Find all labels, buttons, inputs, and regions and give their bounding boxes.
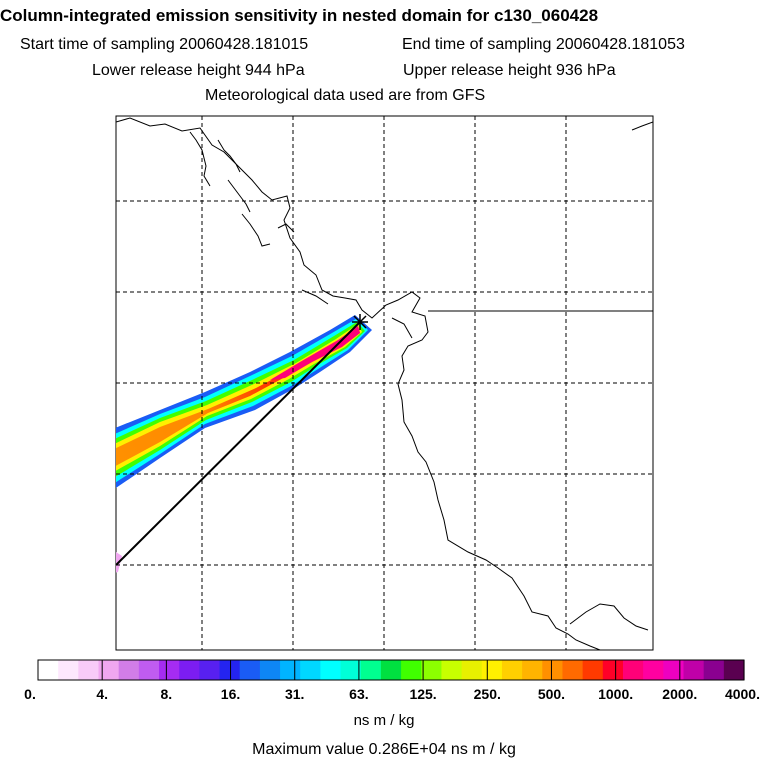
colorbar-cell <box>703 660 725 680</box>
end-time-label: End time of sampling 20060428.181053 <box>402 36 685 53</box>
colorbar-cell <box>663 660 685 680</box>
colorbar-tick-label: 1000. <box>598 686 633 702</box>
release-point-marker <box>352 314 368 330</box>
colorbar-tick-label: 63. <box>349 686 368 702</box>
colorbar-cell <box>340 660 362 680</box>
lower-release-label: Lower release height 944 hPa <box>92 62 305 79</box>
met-data-label: Meteorological data used are from GFS <box>205 87 486 104</box>
colorbar-tick-label: 250. <box>474 686 501 702</box>
colorbar-tick-label: 125. <box>409 686 436 702</box>
colorbar-tick-label: 4. <box>96 686 108 702</box>
colorbar-tick-label: 16. <box>221 686 240 702</box>
colorbar-cell <box>38 660 59 680</box>
map-panel <box>115 115 654 651</box>
colorbar-tick-label: 2000. <box>662 686 697 702</box>
maximum-value-label: Maximum value 0.286E+04 ns m / kg <box>252 741 516 758</box>
colorbar-cell <box>360 660 382 680</box>
colorbar-tick-label: 8. <box>161 686 173 702</box>
colorbar-cell <box>542 660 564 680</box>
colorbar-cell <box>441 660 463 680</box>
colorbar-cell <box>421 660 443 680</box>
colorbar-cell <box>562 660 584 680</box>
colorbar-cell <box>683 660 705 680</box>
colorbar-cell <box>219 660 241 680</box>
colorbar-cell <box>239 660 261 680</box>
colorbar-cell <box>461 660 483 680</box>
colorbar-cell <box>138 660 160 680</box>
colorbar-cell <box>58 660 79 680</box>
colorbar-cell <box>300 660 321 680</box>
colorbar-cell <box>723 660 745 680</box>
colorbar-tick-label: 500. <box>538 686 565 702</box>
colorbar-cell <box>179 660 200 680</box>
colorbar-cell <box>259 660 281 680</box>
colorbar-cell <box>98 660 120 680</box>
upper-release-label: Upper release height 936 hPa <box>403 62 616 79</box>
colorbar-tick-label: 4000. <box>725 686 760 702</box>
colorbar-tick-label: 0. <box>24 686 36 702</box>
colorbar-cell <box>501 660 523 680</box>
colorbar-frame <box>37 659 745 681</box>
colorbar-cell <box>602 660 624 680</box>
colorbar-cell <box>78 660 100 680</box>
colorbar-cell <box>582 660 604 680</box>
colorbar-cell <box>622 660 644 680</box>
lat-lon-grid <box>116 116 653 650</box>
colorbar-cell <box>159 660 180 680</box>
colorbar-cell <box>280 660 301 680</box>
colorbar-cell <box>199 660 221 680</box>
coastline <box>116 117 653 650</box>
trajectory-line <box>115 321 361 566</box>
emission-sensitivity-plume <box>116 315 372 573</box>
colorbar-cell <box>380 660 402 680</box>
colorbar-tick-label: 31. <box>285 686 304 702</box>
colorbar-cell <box>522 660 543 680</box>
colorbar-cell <box>118 660 140 680</box>
colorbar-cell <box>320 660 342 680</box>
colorbar-units: ns m / kg <box>353 712 415 729</box>
colorbar: 0. 4. 8. 16. 31. 63. 125. 250. 500. 1000. 2000. 400… <box>24 659 760 702</box>
colorbar-cell <box>401 660 422 680</box>
plot-title: Column-integrated emission sensitivity i… <box>0 6 599 25</box>
colorbar-cell <box>643 660 664 680</box>
colorbar-cell <box>481 660 503 680</box>
start-time-label: Start time of sampling 20060428.181015 <box>20 36 309 53</box>
